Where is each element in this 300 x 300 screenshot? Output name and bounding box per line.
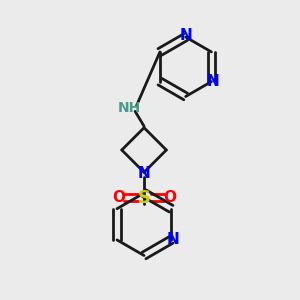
Text: NH: NH — [118, 101, 141, 116]
Text: O: O — [112, 190, 125, 205]
Text: N: N — [167, 232, 180, 247]
Text: N: N — [138, 166, 150, 181]
Text: N: N — [179, 28, 192, 43]
Text: S: S — [138, 189, 151, 207]
Text: O: O — [163, 190, 176, 205]
Text: N: N — [206, 74, 219, 89]
